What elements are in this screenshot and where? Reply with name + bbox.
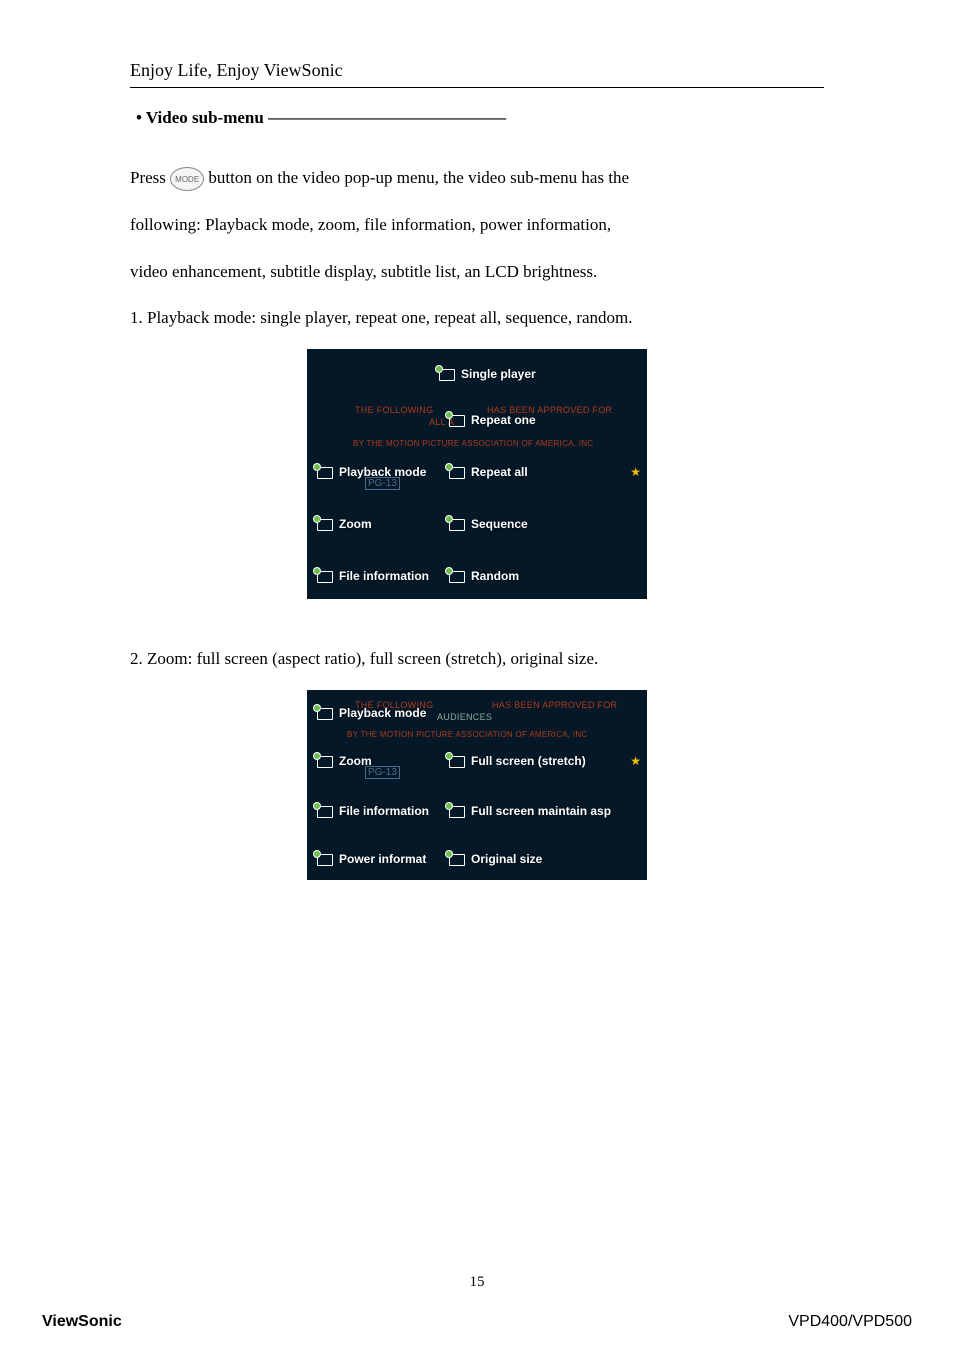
star-icon: ★ — [630, 754, 641, 769]
menu-icon — [447, 754, 465, 768]
menu-item-full-screen-stretch[interactable]: Full screen (stretch) — [447, 754, 586, 768]
bg-text: BY THE MOTION PICTURE ASSOCIATION OF AME… — [353, 439, 594, 448]
menu-icon — [447, 413, 465, 427]
menu-icon — [315, 804, 333, 818]
page-content: Enjoy Life, Enjoy ViewSonic • Video sub-… — [0, 0, 954, 880]
menu-item-file-information[interactable]: File information — [315, 804, 429, 818]
footer: ViewSonic VPD400/VPD500 — [0, 1313, 954, 1331]
menu-label: File information — [339, 804, 429, 818]
menu-label: Repeat one — [471, 413, 536, 427]
footer-model: VPD400/VPD500 — [788, 1313, 912, 1331]
menu-label: Power informat — [339, 852, 426, 866]
mode-button-icon: MODE — [170, 167, 204, 191]
menu-icon — [447, 804, 465, 818]
menu-icon — [315, 706, 333, 720]
paragraph-1: Press MODE button on the video pop-up me… — [130, 158, 824, 199]
menu-icon — [315, 569, 333, 583]
menu-label: Single player — [461, 367, 536, 381]
menu-icon — [315, 465, 333, 479]
page-number: 15 — [0, 1274, 954, 1291]
menu-icon — [315, 852, 333, 866]
menu-label: Original size — [471, 852, 542, 866]
menu-item-repeat-one[interactable]: Repeat one — [447, 413, 536, 427]
menu-icon — [447, 569, 465, 583]
menu-item-sequence[interactable]: Sequence — [447, 517, 528, 531]
menu-item-single-player[interactable]: Single player — [437, 367, 536, 381]
p1-post: button on the video pop-up menu, the vid… — [208, 168, 629, 187]
menu-item-full-screen-maintain[interactable]: Full screen maintain asp — [447, 804, 611, 818]
menu-item-power-informat[interactable]: Power informat — [315, 852, 426, 866]
menu-label: Playback mode — [339, 706, 426, 720]
menu-icon — [447, 465, 465, 479]
menu-item-playback-mode[interactable]: Playback mode — [315, 706, 426, 720]
menu-label: Full screen maintain asp — [471, 804, 611, 818]
menu-label: Full screen (stretch) — [471, 754, 586, 768]
paragraph-5: 2. Zoom: full screen (aspect ratio), ful… — [130, 639, 824, 680]
menu-item-repeat-all[interactable]: Repeat all — [447, 465, 528, 479]
menu-item-playback-mode[interactable]: Playback mode — [315, 465, 426, 479]
bg-text: HAS BEEN APPROVED FOR — [492, 700, 617, 710]
menu-label: Random — [471, 569, 519, 583]
bg-text: AUDIENCES — [437, 712, 492, 722]
p1-pre: Press — [130, 168, 170, 187]
screenshot-playback-mode: THE FOLLOWING HAS BEEN APPROVED FOR ALL … — [307, 349, 647, 599]
menu-item-zoom[interactable]: Zoom — [315, 517, 372, 531]
menu-label: Zoom — [339, 517, 372, 531]
menu-icon — [315, 517, 333, 531]
paragraph-3: video enhancement, subtitle display, sub… — [130, 252, 824, 293]
footer-brand: ViewSonic — [42, 1313, 122, 1331]
menu-item-original-size[interactable]: Original size — [447, 852, 542, 866]
bg-text: BY THE MOTION PICTURE ASSOCIATION OF AME… — [347, 730, 588, 739]
menu-icon — [437, 367, 455, 381]
menu-label: Repeat all — [471, 465, 528, 479]
menu-icon — [447, 517, 465, 531]
paragraph-2: following: Playback mode, zoom, file inf… — [130, 205, 824, 246]
menu-label: Playback mode — [339, 465, 426, 479]
paragraph-4: 1. Playback mode: single player, repeat … — [130, 298, 824, 339]
bg-text: THE FOLLOWING — [355, 405, 433, 415]
screenshot-zoom: THE FOLLOWING HAS BEEN APPROVED FOR AUDI… — [307, 690, 647, 880]
section-title: • Video sub-menu —————————————— — [130, 108, 824, 128]
menu-item-file-information[interactable]: File information — [315, 569, 429, 583]
menu-item-random[interactable]: Random — [447, 569, 519, 583]
menu-label: Sequence — [471, 517, 528, 531]
menu-label: File information — [339, 569, 429, 583]
menu-item-zoom[interactable]: Zoom — [315, 754, 372, 768]
header-divider — [130, 87, 824, 88]
star-icon: ★ — [630, 465, 641, 480]
menu-label: Zoom — [339, 754, 372, 768]
header-tagline: Enjoy Life, Enjoy ViewSonic — [130, 60, 824, 81]
menu-icon — [315, 754, 333, 768]
menu-icon — [447, 852, 465, 866]
